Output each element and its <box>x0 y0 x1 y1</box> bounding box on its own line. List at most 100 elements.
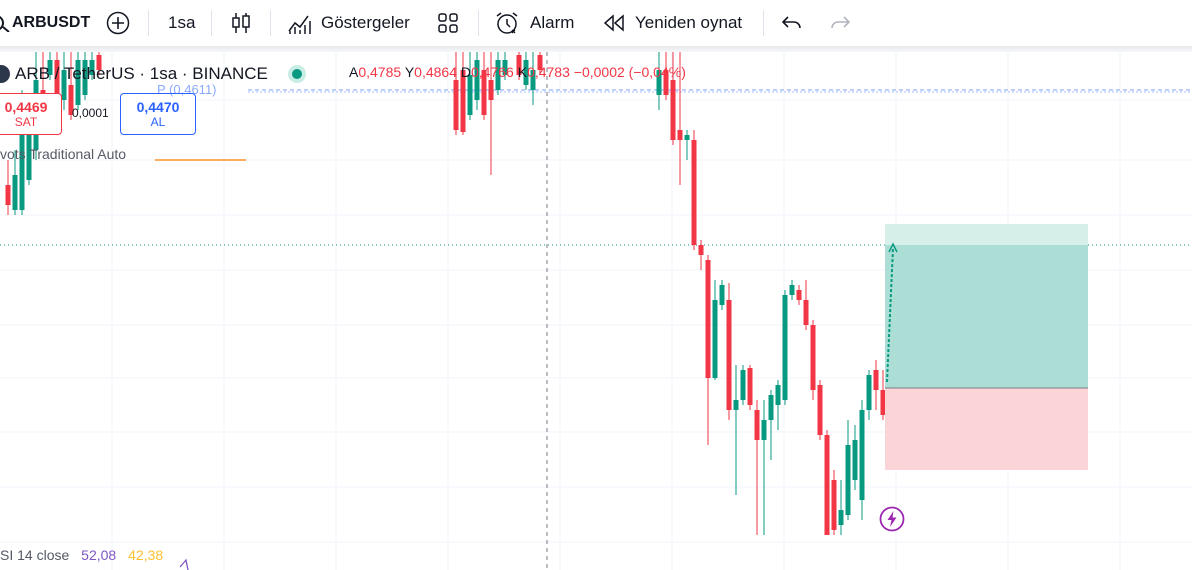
candle-body <box>656 70 662 95</box>
close-label: K <box>517 64 528 80</box>
candle-body <box>488 80 494 100</box>
chart-grid <box>0 52 1192 570</box>
candle-body <box>684 135 690 140</box>
candle-body <box>691 140 697 245</box>
candle-body <box>824 435 830 535</box>
candle-body <box>761 420 767 440</box>
layout-button[interactable] <box>437 0 459 46</box>
chart-pane[interactable] <box>0 52 1192 570</box>
candle-body <box>89 60 95 75</box>
toolbar-shadow <box>0 46 1192 52</box>
pivot-indicator-label[interactable]: vots Traditional Auto <box>0 146 127 162</box>
indicators-button[interactable]: Göstergeler <box>287 0 410 46</box>
profit-zone <box>885 224 1088 388</box>
rsi-label: SI 14 close <box>0 547 70 563</box>
candle-body <box>670 80 676 140</box>
candle-body <box>68 85 74 115</box>
candle-body <box>740 370 746 400</box>
candle-body <box>768 395 774 420</box>
market-status-dot[interactable] <box>291 69 302 79</box>
candle-body <box>19 100 25 210</box>
lightning-icon[interactable] <box>879 506 905 532</box>
plus-circle-icon <box>106 11 130 35</box>
candle-body <box>474 60 480 100</box>
candle-body <box>530 70 536 90</box>
symbol-label: ARBUSDT <box>12 14 91 31</box>
change-value: −0,0002 (−0,04%) <box>573 64 686 80</box>
sell-label: SAT <box>14 115 38 129</box>
buy-button[interactable]: 0,4470 AL <box>120 93 196 135</box>
symbol-search[interactable]: ARBUSDT <box>0 0 90 46</box>
close-value: 0,4783 <box>527 64 570 80</box>
buy-price: 0,4470 <box>136 99 180 115</box>
candle-body <box>5 185 11 205</box>
symbol-logo-icon[interactable] <box>0 65 11 83</box>
candle-body <box>796 290 802 300</box>
replay-button[interactable]: Yeniden oynat <box>603 0 742 46</box>
toolbar-divider <box>148 10 149 36</box>
candle-body <box>26 115 32 180</box>
spread-value: 0,0001 <box>72 106 109 120</box>
series-title[interactable]: ARB / TetherUS · 1sa · BINANCE <box>15 64 268 83</box>
price-chart[interactable] <box>0 52 1192 570</box>
candle-body <box>75 60 81 105</box>
toolbar-divider <box>211 10 212 36</box>
candle-body <box>719 285 725 305</box>
candle-body <box>838 510 844 525</box>
replay-icon <box>603 14 624 32</box>
alarm-clock-icon <box>496 12 518 34</box>
add-symbol-button[interactable] <box>106 0 130 46</box>
candle-body <box>460 70 466 132</box>
redo-icon <box>831 16 851 29</box>
candle-body <box>698 245 704 255</box>
rsi-ma-value: 42,38 <box>128 547 164 563</box>
candle-body <box>831 480 837 530</box>
candle-body <box>705 260 711 378</box>
candle-body <box>782 295 788 400</box>
candle-body <box>663 70 669 95</box>
sell-button[interactable]: 0,4469 SAT <box>0 93 62 135</box>
candle-body <box>803 300 809 325</box>
candle-body <box>873 370 879 390</box>
candle-body <box>866 375 872 410</box>
rsi-legend[interactable]: SI 14 close 52,08 42,38 <box>0 547 163 563</box>
candles <box>5 52 893 535</box>
chart-legend: ARB / TetherUS · 1sa · BINANCE <box>0 62 302 86</box>
candle-body <box>747 368 753 405</box>
candle-body <box>712 300 718 378</box>
position-path <box>886 247 894 383</box>
interval-button[interactable]: 1sa <box>168 0 195 46</box>
toolbar-divider <box>270 10 271 36</box>
candle-body <box>47 60 53 75</box>
ohlc-values: A0,4785 Y0,4864 D0,4766 K0,4783 −0,0002 … <box>349 64 686 80</box>
candle-body <box>789 285 795 295</box>
candle-body <box>880 390 886 415</box>
candle-body <box>859 410 865 500</box>
candle-body <box>810 325 816 390</box>
top-toolbar: ARBUSDT 1sa Göstergeler Alarm Yeniden oy… <box>0 0 1192 46</box>
candle-body <box>82 60 88 95</box>
indicators-icon <box>288 15 311 34</box>
undo-button[interactable] <box>781 0 803 46</box>
alarm-button[interactable]: Alarm <box>494 0 574 46</box>
redo-button[interactable] <box>829 0 851 46</box>
candle-body <box>817 385 823 435</box>
high-value: 0,4864 <box>414 64 457 80</box>
candle-body <box>726 300 732 410</box>
candle-body <box>677 130 683 140</box>
open-value: 0,4785 <box>358 64 402 80</box>
candle-body <box>754 410 760 440</box>
sell-price: 0,4469 <box>4 99 48 115</box>
layout-icon <box>438 13 458 33</box>
undo-icon <box>781 16 801 29</box>
pivot-level-label: P (0,4611) <box>157 82 217 97</box>
candle-body <box>845 445 851 515</box>
rsi-value: 52,08 <box>81 547 117 563</box>
candle-body <box>61 70 67 100</box>
replay-label: Yeniden oynat <box>635 13 743 32</box>
chart-type-button[interactable] <box>230 0 252 46</box>
candle-body <box>96 55 102 70</box>
candle-body <box>516 55 522 75</box>
candle-body <box>775 385 781 405</box>
toolbar-divider <box>478 10 479 36</box>
